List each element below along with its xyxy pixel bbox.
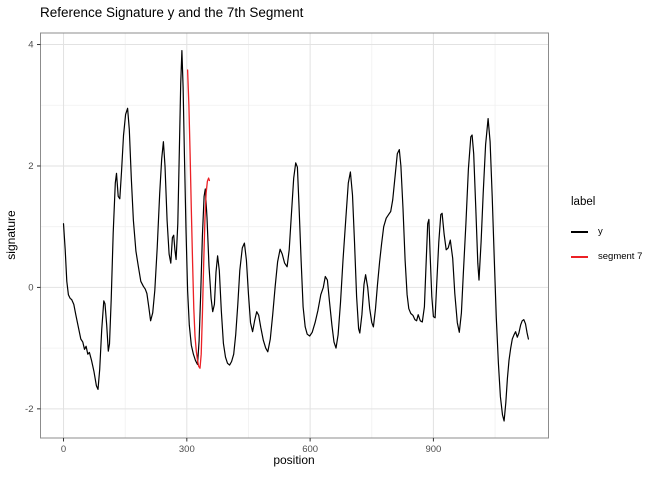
y-tick-label: 4 [28, 40, 33, 51]
x-tick-label: 300 [179, 444, 195, 455]
y-tick-label: 2 [28, 161, 33, 172]
legend-item-y: y [571, 219, 642, 244]
x-tick-label: 0 [61, 444, 66, 455]
chart-title: Reference Signature y and the 7th Segmen… [40, 5, 304, 20]
y-tick-label: 0 [28, 283, 33, 294]
legend-key-line [571, 230, 588, 233]
y-axis-title: signature [4, 210, 18, 260]
legend-label: segment 7 [598, 251, 643, 262]
x-tick-label: 600 [302, 444, 318, 455]
x-tick-label: 900 [425, 444, 441, 455]
panel-border [40, 32, 549, 439]
legend-key-line [571, 255, 588, 258]
legend-label: y [598, 226, 603, 237]
series-line-y [62, 49, 530, 422]
y-tick-label: -2 [25, 404, 33, 415]
legend: label y segment 7 [571, 196, 642, 269]
x-axis-title: position [273, 453, 315, 467]
legend-title: label [571, 196, 596, 208]
series-line-segment-7 [186, 69, 211, 369]
legend-item-segment-7: segment 7 [571, 244, 642, 269]
